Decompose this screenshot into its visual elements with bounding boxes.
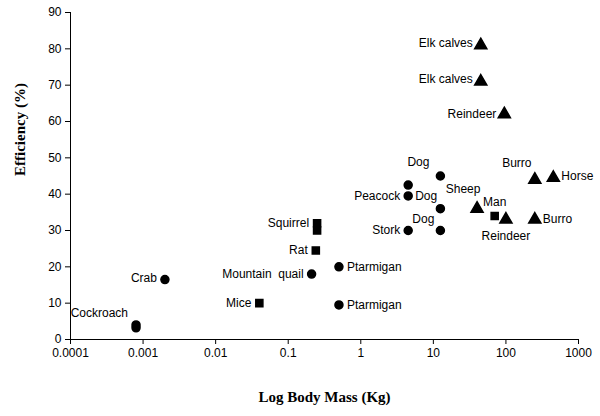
svg-text:Mountain quail: Mountain quail <box>222 267 303 281</box>
svg-text:Squirrel: Squirrel <box>268 216 309 230</box>
svg-text:90: 90 <box>48 5 62 19</box>
svg-text:1: 1 <box>357 346 364 360</box>
svg-text:30: 30 <box>48 223 62 237</box>
svg-text:Efficiency (%): Efficiency (%) <box>12 83 29 176</box>
svg-text:Peacock: Peacock <box>354 189 401 203</box>
svg-text:Rat: Rat <box>289 243 308 257</box>
svg-text:1000: 1000 <box>565 346 592 360</box>
svg-text:0.001: 0.001 <box>128 346 158 360</box>
svg-text:10: 10 <box>48 296 62 310</box>
svg-text:Crab: Crab <box>131 271 157 285</box>
svg-text:Elk calves: Elk calves <box>419 72 473 86</box>
svg-text:Mice: Mice <box>226 296 252 310</box>
svg-text:50: 50 <box>48 151 62 165</box>
svg-text:Log Body Mass (Kg): Log Body Mass (Kg) <box>258 389 390 406</box>
svg-text:Reindeer: Reindeer <box>448 107 497 121</box>
svg-text:0.1: 0.1 <box>280 346 297 360</box>
svg-text:80: 80 <box>48 42 62 56</box>
svg-text:60: 60 <box>48 114 62 128</box>
svg-text:Ptarmigan: Ptarmigan <box>347 298 402 312</box>
svg-text:Burro: Burro <box>502 156 532 170</box>
svg-text:Dog: Dog <box>407 155 429 169</box>
svg-text:10: 10 <box>427 346 441 360</box>
svg-text:Burro: Burro <box>543 212 573 226</box>
svg-text:0: 0 <box>55 332 62 346</box>
svg-text:70: 70 <box>48 78 62 92</box>
svg-text:0.01: 0.01 <box>204 346 228 360</box>
svg-text:100: 100 <box>496 346 516 360</box>
svg-text:Sheep: Sheep <box>446 182 481 196</box>
svg-text:Elk calves: Elk calves <box>419 36 473 50</box>
svg-text:Reindeer: Reindeer <box>482 229 531 243</box>
svg-text:0.0001: 0.0001 <box>52 346 89 360</box>
svg-text:40: 40 <box>48 187 62 201</box>
svg-text:Cockroach: Cockroach <box>71 306 128 320</box>
svg-text:Man: Man <box>483 195 506 209</box>
svg-text:Dog: Dog <box>415 189 437 203</box>
svg-text:Stork: Stork <box>372 223 401 237</box>
svg-text:Horse: Horse <box>561 169 593 183</box>
svg-text:20: 20 <box>48 260 62 274</box>
svg-text:Ptarmigan: Ptarmigan <box>347 260 402 274</box>
svg-text:Dog: Dog <box>412 212 434 226</box>
